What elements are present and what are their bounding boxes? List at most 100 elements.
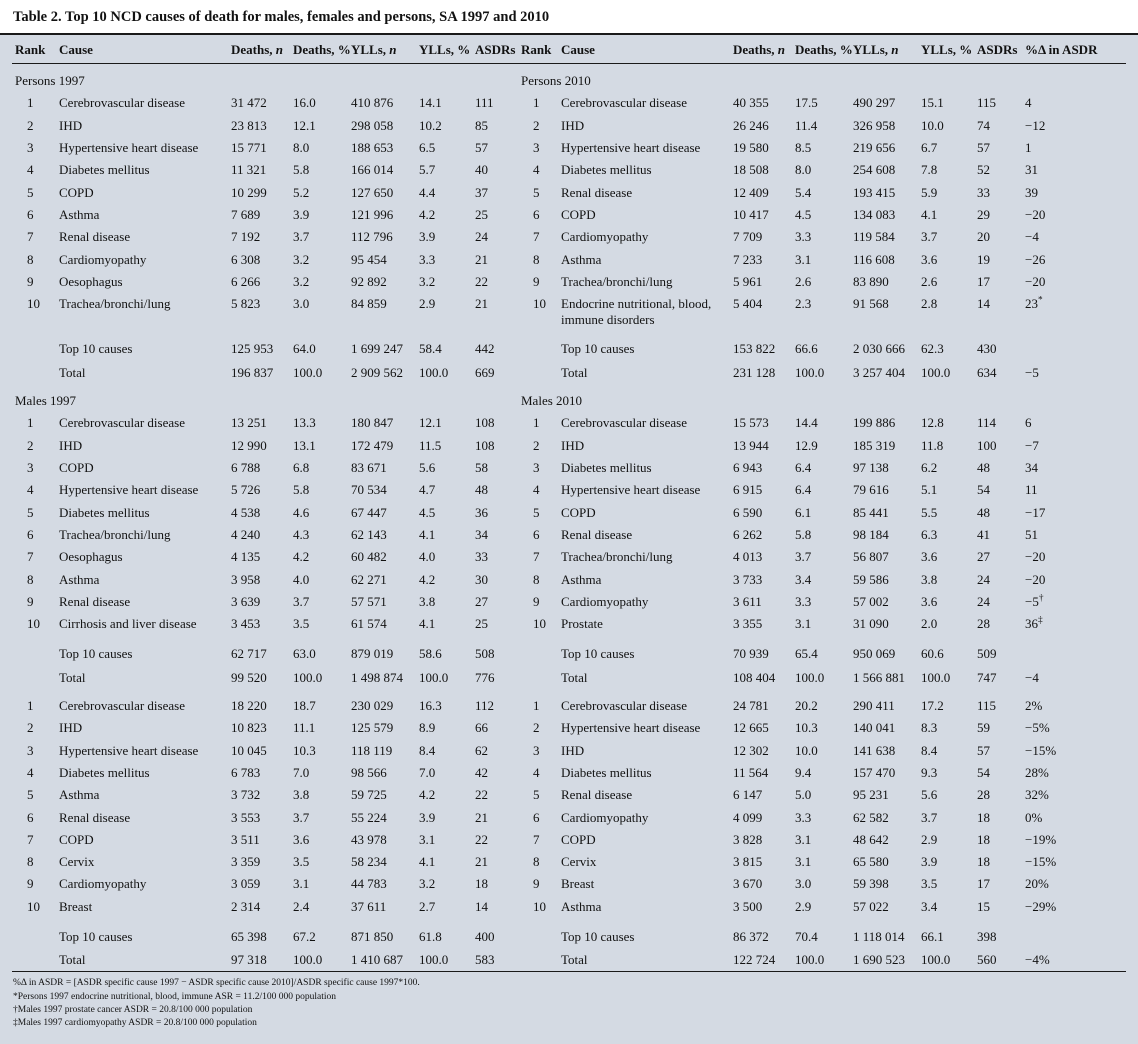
cell: 4.2 <box>419 206 436 222</box>
cell: 70 939 <box>733 646 769 662</box>
cell: 59 398 <box>853 876 889 892</box>
cell: 6 590 <box>733 504 763 520</box>
cell: 95 231 <box>853 787 889 803</box>
cell: 5 <box>27 504 34 520</box>
cell: 18 <box>977 809 990 825</box>
section-title: Males 1997 <box>15 393 77 409</box>
cell: 3.1 <box>795 831 812 847</box>
cell: 6 <box>533 206 540 222</box>
cell: 5 <box>533 504 540 520</box>
cell: 583 <box>475 952 495 968</box>
cell: 6.4 <box>795 482 812 498</box>
cell <box>12 360 56 384</box>
cell: 1 <box>1025 139 1032 155</box>
cell: 1 498 874 <box>351 670 403 686</box>
cell: 2.7 <box>419 898 436 914</box>
cell: 9 <box>27 876 34 892</box>
cell: 5.8 <box>795 527 812 543</box>
cell: 54 <box>977 764 990 780</box>
cell: 3.9 <box>419 229 436 245</box>
cell: 2 030 666 <box>853 341 905 357</box>
section-title: Persons 2010 <box>521 73 591 88</box>
cell: −5† <box>1025 593 1044 610</box>
table-area: Rank Cause Deaths, n Deaths, % YLLs, n YLLs, … <box>0 33 1138 1044</box>
cell: 3 355 <box>733 616 763 632</box>
cell: 21 <box>475 854 488 870</box>
cell: COPD <box>59 184 94 200</box>
cell: 112 <box>475 697 495 713</box>
cell: 7 709 <box>733 229 763 245</box>
cell: 3 828 <box>733 831 763 847</box>
cell: 8.0 <box>293 139 310 155</box>
cell: 114 <box>977 415 997 431</box>
cell: 3.7 <box>795 549 812 565</box>
cell: −20 <box>1025 206 1046 222</box>
cell: 79 616 <box>853 482 889 498</box>
cell: 4.1 <box>921 206 938 222</box>
cell: 58 234 <box>351 854 387 870</box>
cell: 3.1 <box>419 831 436 847</box>
cell: −20 <box>1025 571 1046 587</box>
cell: 23* <box>1025 295 1043 312</box>
cell: 560 <box>977 952 997 968</box>
cell: 2 <box>27 437 34 453</box>
cell: COPD <box>561 831 596 847</box>
cell: 6 <box>27 206 34 222</box>
cell: 4 <box>27 162 34 178</box>
cell: 98 184 <box>853 527 889 543</box>
summary-label: Top 10 causes <box>59 646 133 662</box>
cell: 3 611 <box>733 594 762 610</box>
cell: 3.7 <box>921 809 938 825</box>
cell: 2.8 <box>921 296 938 312</box>
cell: 4.0 <box>293 571 310 587</box>
cell: 91 568 <box>853 296 889 312</box>
cell: 634 <box>977 365 997 381</box>
table-row: 7 Oesophagus 4 135 4.2 60 482 4.0 33 7 Trachea/b… <box>12 546 1126 568</box>
cell: 84 859 <box>351 296 387 312</box>
cell: 3.5 <box>293 616 310 632</box>
cell: −20 <box>1025 549 1046 565</box>
cell: Hypertensive heart disease <box>561 139 701 155</box>
cell: 4 538 <box>231 504 261 520</box>
cell: 17 <box>977 273 990 289</box>
cell: COPD <box>561 504 596 520</box>
cell: −5% <box>1025 720 1050 736</box>
table-row: 10 Trachea/bronchi/lung 5 823 3.0 84 859 2.9 2… <box>12 293 1126 331</box>
cell: 3.8 <box>419 594 436 610</box>
cell: 100.0 <box>795 952 825 968</box>
column-header: Rank <box>12 35 56 64</box>
cell: 3.9 <box>293 206 310 222</box>
cell: 6 <box>533 809 540 825</box>
table-row: 9 Renal disease 3 639 3.7 57 571 3.8 27 9 Cardio… <box>12 591 1126 613</box>
cell: 97 138 <box>853 460 889 476</box>
column-header: Cause <box>56 35 228 64</box>
cell: 34 <box>475 527 488 543</box>
cell: 7 <box>533 229 540 245</box>
cell: 54 <box>977 482 990 498</box>
cell: 18 508 <box>733 162 769 178</box>
cell: 14 <box>475 898 488 914</box>
cell: 8.0 <box>795 162 812 178</box>
cell: 508 <box>475 646 495 662</box>
cell: Renal disease <box>59 229 131 245</box>
cell: 85 <box>475 117 488 133</box>
cell: 22 <box>475 787 488 803</box>
cell: 7 689 <box>231 206 261 222</box>
cell: 17.2 <box>921 697 944 713</box>
cell: 26 246 <box>733 117 769 133</box>
column-header: YLLs, % <box>918 35 974 64</box>
cell: Renal disease <box>59 594 131 610</box>
cell: 3.1 <box>795 251 812 267</box>
cell: 188 653 <box>351 139 394 155</box>
cell: 58.6 <box>419 646 442 662</box>
cell: 8 <box>27 854 34 870</box>
cell: 28 <box>977 787 990 803</box>
cell: 3.8 <box>921 571 938 587</box>
cell: 64.0 <box>293 341 316 357</box>
cell: 2 <box>27 720 34 736</box>
cell: Hypertensive heart disease <box>59 139 199 155</box>
cell: 3 453 <box>231 616 261 632</box>
cell: 100.0 <box>293 365 323 381</box>
cell: 83 671 <box>351 460 387 476</box>
cell: 62 143 <box>351 527 387 543</box>
